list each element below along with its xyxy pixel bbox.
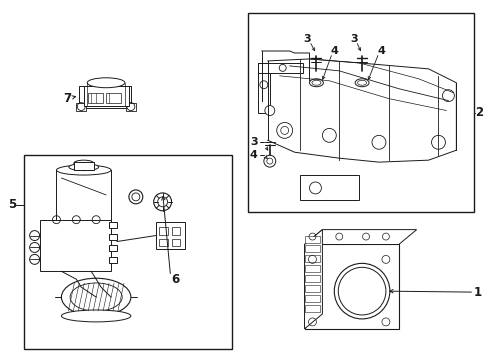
Bar [304, 244, 398, 329]
Circle shape [371, 135, 385, 149]
Bar [76, 103, 86, 111]
Text: 4: 4 [249, 150, 257, 160]
Bar [109, 234, 117, 239]
Ellipse shape [354, 79, 368, 87]
Bar [106, 93, 121, 103]
Ellipse shape [56, 165, 111, 175]
Bar [56, 170, 111, 230]
Bar [109, 222, 117, 228]
Bar [158, 227, 167, 235]
Ellipse shape [69, 164, 99, 171]
Bar [304, 285, 320, 292]
Bar [24, 155, 232, 349]
Ellipse shape [61, 310, 131, 322]
Circle shape [276, 122, 292, 138]
Bar [304, 275, 320, 282]
Circle shape [309, 182, 321, 194]
Text: 7: 7 [63, 92, 71, 105]
Ellipse shape [74, 160, 94, 166]
Circle shape [30, 255, 40, 264]
Bar [247, 13, 473, 212]
Bar [84, 86, 129, 105]
Circle shape [264, 105, 274, 116]
Bar [304, 295, 320, 302]
Bar [257, 63, 269, 113]
Bar [304, 246, 320, 252]
Bar [40, 220, 111, 271]
Circle shape [431, 135, 445, 149]
Ellipse shape [56, 225, 111, 235]
Circle shape [153, 193, 171, 211]
Circle shape [322, 129, 336, 142]
Ellipse shape [87, 78, 124, 88]
Bar [109, 257, 117, 264]
Text: 4: 4 [376, 46, 384, 56]
Text: 2: 2 [474, 106, 482, 119]
Circle shape [30, 231, 40, 240]
Text: 6: 6 [171, 273, 179, 286]
Bar [79, 86, 131, 108]
Circle shape [264, 155, 275, 167]
Bar [126, 103, 136, 111]
Bar [88, 93, 103, 103]
Circle shape [30, 243, 40, 252]
Bar [304, 305, 320, 312]
Bar [304, 235, 320, 243]
Ellipse shape [61, 278, 131, 316]
Bar [299, 175, 358, 200]
Ellipse shape [309, 79, 323, 87]
Bar [155, 222, 185, 249]
Bar [304, 265, 320, 272]
Text: 4: 4 [330, 46, 338, 56]
Circle shape [442, 90, 453, 102]
Bar [74, 162, 94, 170]
Polygon shape [304, 230, 416, 244]
Bar [304, 255, 320, 262]
Text: 3: 3 [349, 34, 357, 44]
Bar [171, 227, 180, 235]
Text: 3: 3 [303, 34, 311, 44]
Circle shape [334, 264, 389, 319]
Bar [257, 63, 302, 73]
Text: 5: 5 [8, 198, 16, 211]
Polygon shape [304, 230, 322, 329]
Bar [109, 246, 117, 251]
Bar [171, 239, 180, 247]
Text: 1: 1 [473, 285, 481, 299]
Bar [158, 239, 167, 247]
Text: 3: 3 [249, 137, 257, 147]
